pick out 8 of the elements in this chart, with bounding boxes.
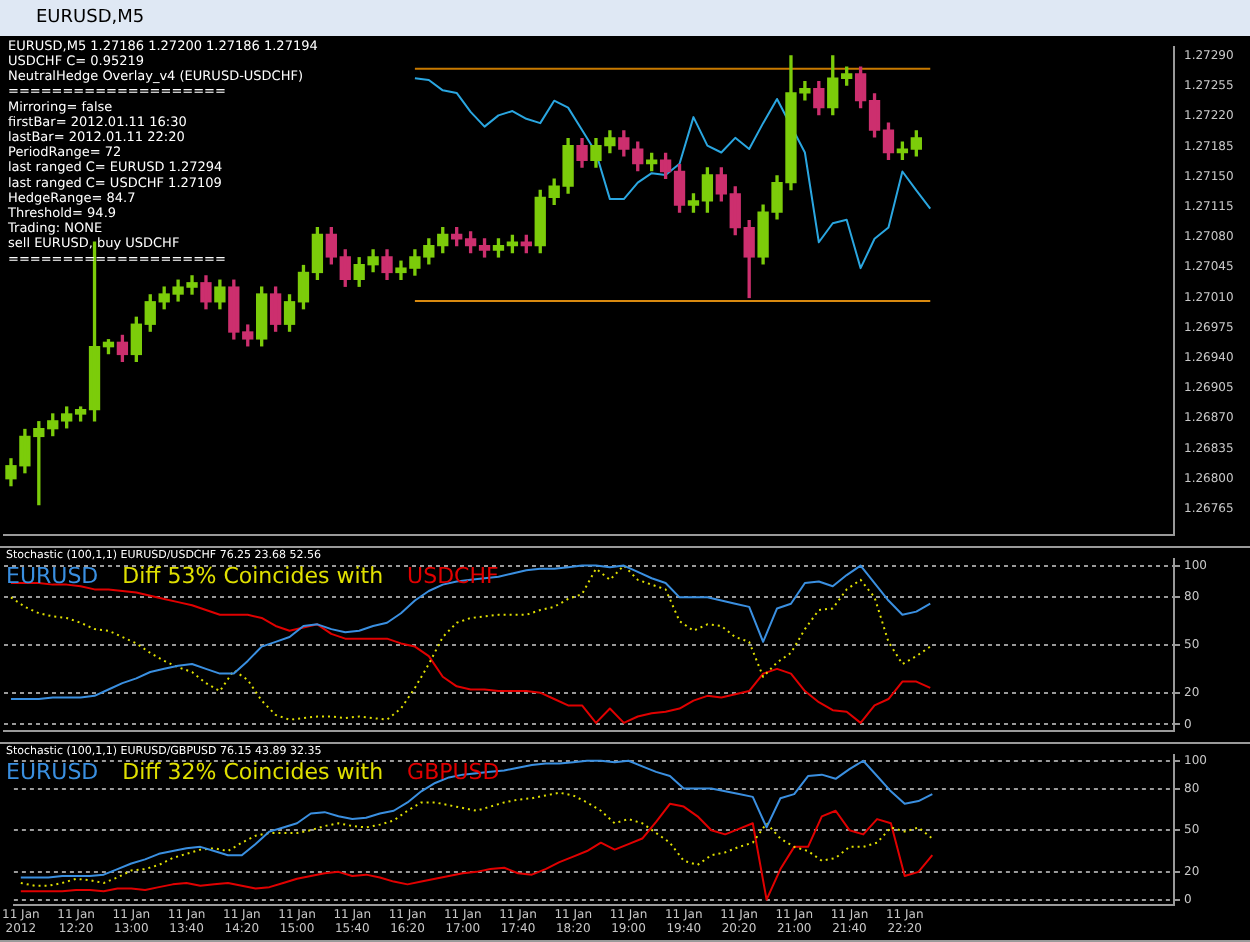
text: EURUSD — [6, 562, 99, 589]
text: Diff 53% Coincides with — [122, 562, 384, 589]
line-series — [19, 791, 934, 887]
series-label: Diff 32% Coincides with — [122, 758, 384, 785]
text: USDCHF — [407, 562, 499, 589]
text: EURUSD — [6, 758, 99, 785]
chart-title: EURUSD,M5 — [0, 0, 1250, 36]
text: GBPUSD — [407, 758, 500, 785]
